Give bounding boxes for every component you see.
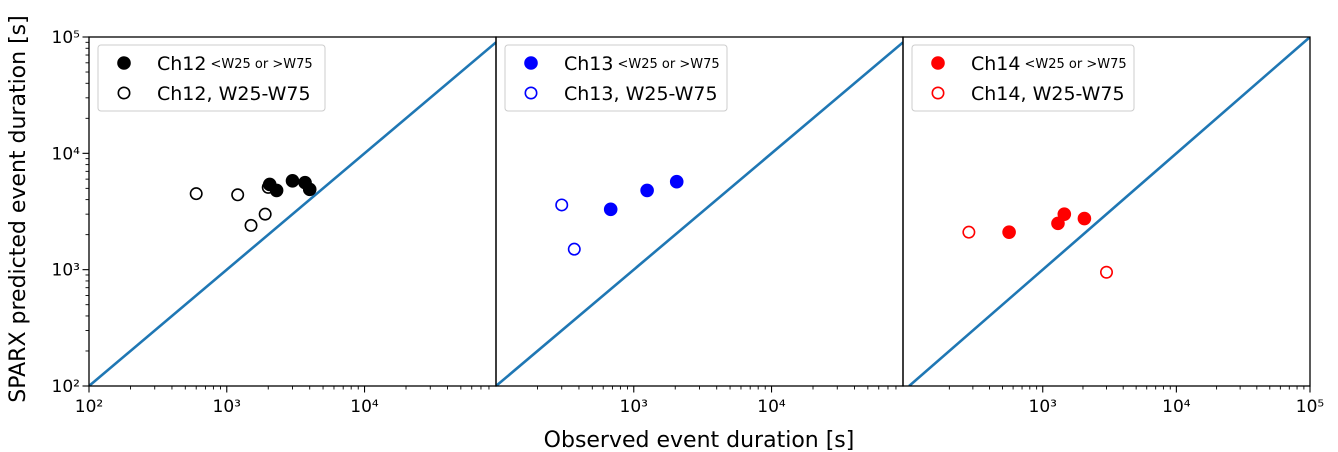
legend: Ch12 <W25 or >W75 Ch12, W25-W75	[97, 44, 326, 112]
legend-marker-filled	[117, 56, 131, 70]
legend-marker-open	[117, 86, 131, 100]
y-tick-label: 10⁴	[52, 144, 81, 164]
data-point-open	[555, 198, 569, 212]
legend-label: Ch14 <W25 or >W75	[971, 53, 1127, 75]
legend-label: Ch13, W25-W75	[564, 83, 718, 105]
x-tick-label: 10³	[213, 397, 241, 417]
legend: Ch14 <W25 or >W75 Ch14, W25-W75	[911, 44, 1135, 112]
data-point-filled	[1051, 216, 1065, 231]
y-tick-label: 10³	[52, 261, 80, 281]
x-tick-label: 10³	[1029, 397, 1057, 417]
legend-marker-filled	[931, 56, 945, 70]
x-tick-label: 10⁴	[350, 397, 379, 417]
data-point-filled	[1002, 225, 1016, 239]
legend-label-main: Ch14, W25-W75	[971, 83, 1125, 105]
data-point-filled	[640, 183, 654, 198]
y-tick-label: 10⁵	[52, 28, 80, 48]
x-tick-label: 10²	[75, 397, 103, 417]
legend-label: Ch12 <W25 or >W75	[157, 53, 313, 75]
x-axis-label: Observed event duration [s]	[544, 428, 855, 452]
legend: Ch13 <W25 or >W75 Ch13, W25-W75	[504, 44, 728, 112]
data-point-open	[244, 218, 258, 232]
y-axis-label: SPARX predicted event duration [s]	[6, 15, 31, 402]
panel-3: 10³ 10⁴ 10⁵ Ch14 <W25 or >W75 Ch14, W25-W75	[902, 36, 1324, 417]
legend-label-suffix: <W25 or >W75	[618, 57, 720, 72]
reference-line	[908, 37, 1310, 386]
legend-marker-filled	[524, 56, 538, 70]
legend-box	[97, 44, 326, 112]
data-point-filled	[669, 174, 684, 189]
data-point-open	[258, 207, 272, 221]
data-point-open	[261, 180, 275, 194]
data-point-filled	[1057, 207, 1072, 221]
data-point-filled	[1077, 211, 1092, 226]
legend-label: Ch13 <W25 or >W75	[564, 53, 720, 75]
data-point-open	[231, 188, 245, 202]
data-point-open	[1100, 265, 1114, 279]
legend-box	[504, 44, 728, 112]
legend-label: Ch14, W25-W75	[971, 83, 1125, 105]
legend-box	[911, 44, 1135, 112]
x-tick-label: 10⁴	[757, 397, 786, 417]
legend-label-main: Ch12, W25-W75	[157, 83, 311, 105]
legend-label: Ch12, W25-W75	[157, 83, 311, 105]
legend-label-main: Ch13	[564, 53, 614, 75]
legend-label-main: Ch14	[971, 53, 1021, 75]
legend-label-suffix: <W25 or >W75	[211, 57, 313, 72]
legend-marker-open	[524, 86, 538, 100]
data-point-open	[962, 225, 976, 239]
data-point-filled	[302, 182, 317, 197]
legend-label-suffix: <W25 or >W75	[1025, 57, 1127, 72]
legend-label-main: Ch13, W25-W75	[564, 83, 718, 105]
legend-marker-open	[931, 86, 945, 100]
panel-2: 10³ 10⁴ Ch13 <W25 or >W75 Ch13, W25-W75	[495, 36, 904, 417]
data-point-open	[567, 242, 581, 256]
reference-line	[496, 41, 903, 386]
x-tick-label: 10⁵	[1296, 397, 1324, 417]
panel-frame	[902, 36, 1311, 387]
x-tick-label: 10⁴	[1162, 397, 1191, 417]
data-point-open	[189, 187, 203, 201]
legend-label-main: Ch12	[157, 53, 207, 75]
data-point-filled	[285, 174, 300, 188]
reference-line	[89, 41, 496, 386]
y-tick-label: 10²	[52, 377, 80, 397]
x-tick-label: 10³	[620, 397, 648, 417]
data-point-filled	[603, 202, 618, 217]
